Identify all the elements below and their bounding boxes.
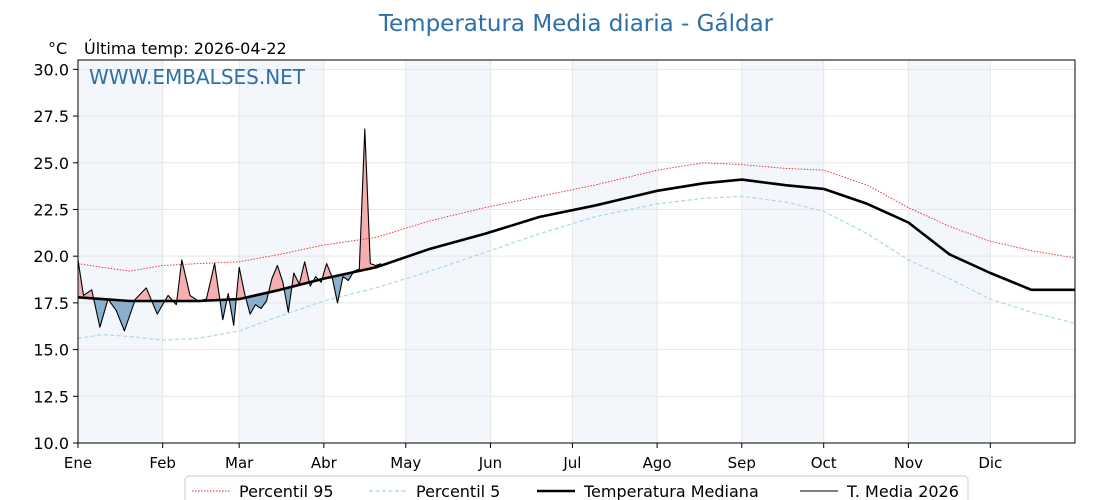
below-median-fill — [108, 299, 136, 331]
x-axis-ticks: Ene Feb Mar Abr May Jun Jul Ago Sep Oct Nov Dic — [64, 443, 1002, 472]
x-tick-label: Oct — [811, 454, 837, 472]
above-median-fill — [135, 287, 153, 302]
legend-label-3: T. Media 2026 — [846, 482, 959, 500]
x-tick-label: Sep — [728, 454, 756, 472]
x-tick-label: Dic — [978, 454, 1002, 472]
above-median-fill — [177, 259, 220, 301]
y-tick-label: 25.0 — [33, 154, 69, 173]
y-tick-label: 15.0 — [33, 341, 69, 360]
x-tick-label: Feb — [149, 454, 176, 472]
legend-label-2: Temperatura Mediana — [583, 482, 759, 500]
above-median-fill — [292, 261, 310, 287]
x-tick-label: Mar — [225, 454, 254, 472]
x-tick-label: May — [390, 454, 421, 472]
x-tick-label: Ago — [643, 454, 672, 472]
legend-label-0: Percentil 95 — [239, 482, 334, 500]
above-median-fill — [269, 265, 285, 293]
y-tick-label: 10.0 — [33, 434, 69, 453]
above-median-fill — [322, 263, 333, 279]
legend-label-1: Percentil 5 — [416, 482, 500, 500]
legend-box — [184, 475, 969, 500]
series-lines — [77, 128, 1076, 341]
watermark: WWW.EMBALSES.NET — [89, 65, 306, 89]
below-median-fill — [284, 284, 293, 313]
x-tick-label: Abr — [311, 454, 338, 472]
below-median-fill — [152, 300, 166, 315]
y-axis-ticks: 10.0 12.5 15.0 17.5 20.0 22.5 25.0 27.5 30.0 — [33, 60, 78, 453]
month-band-nov — [908, 60, 991, 443]
unit-label: °C — [48, 39, 67, 58]
series-line-0 — [77, 162, 1076, 272]
x-tick-label: Nov — [894, 454, 923, 472]
y-tick-label: 12.5 — [33, 387, 69, 406]
month-band-jul — [572, 60, 658, 443]
y-tick-label: 17.5 — [33, 294, 69, 313]
y-tick-label: 20.0 — [33, 247, 69, 266]
x-tick-label: Jul — [562, 454, 581, 472]
month-band-ene — [78, 60, 163, 443]
series-line-1 — [77, 195, 1076, 341]
y-tick-label: 22.5 — [33, 200, 69, 219]
below-median-fill — [93, 298, 108, 328]
legend: Percentil 95 Percentil 5 Temperatura Media… — [184, 475, 969, 500]
plot-frame — [77, 59, 1076, 444]
month-band-mar — [239, 60, 324, 443]
above-median-fill — [78, 259, 94, 299]
series-line-2 — [77, 178, 1075, 303]
x-tick-label: Jun — [478, 454, 502, 472]
y-tick-label: 27.5 — [33, 107, 69, 126]
chart-title: Temperatura Media diaria - Gáldar — [378, 11, 774, 37]
y-tick-label: 30.0 — [33, 60, 69, 79]
month-bands — [78, 60, 991, 443]
month-band-sep — [741, 60, 824, 443]
series-line-3 — [77, 128, 382, 332]
x-tick-label: Ene — [64, 454, 92, 472]
last-temp-label: Última temp: 2026-04-22 — [84, 39, 287, 58]
below-median-fill — [229, 297, 237, 326]
